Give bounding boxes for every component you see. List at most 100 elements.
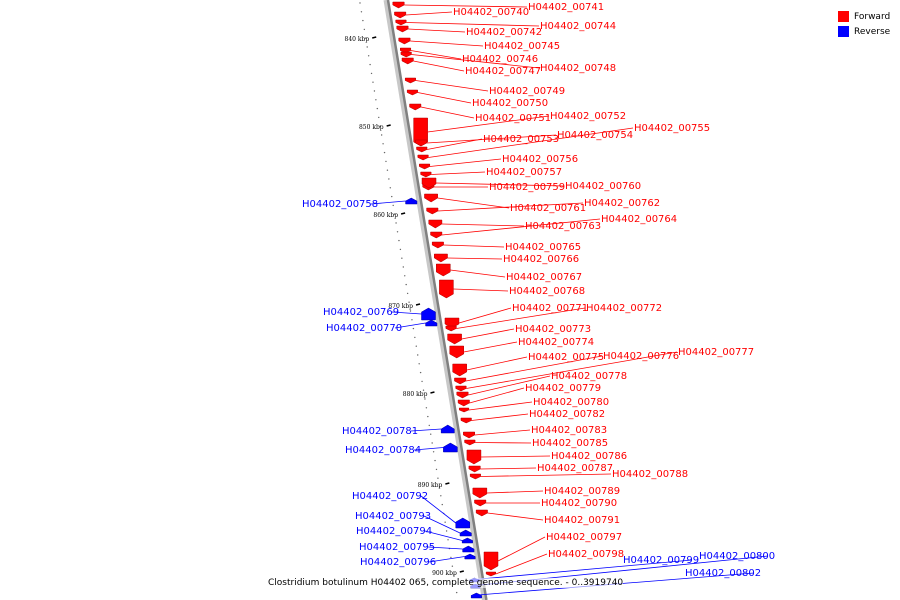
gene-label-h04402-00769[interactable]: H04402_00769 bbox=[323, 307, 399, 318]
gene-glyph-h04402-00779[interactable] bbox=[457, 399, 470, 407]
gene-label-h04402-00800[interactable]: H04402_00800 bbox=[699, 551, 775, 562]
gene-label-h04402-00781[interactable]: H04402_00781 bbox=[342, 426, 418, 437]
gene-glyph-h04402-00802[interactable] bbox=[470, 592, 482, 599]
gene-label-h04402-00756[interactable]: H04402_00756 bbox=[502, 154, 578, 165]
gene-glyph-h04402-00778[interactable] bbox=[456, 391, 469, 399]
gene-glyph-h04402-00790[interactable] bbox=[474, 499, 487, 507]
gene-label-h04402-00774[interactable]: H04402_00774 bbox=[518, 337, 594, 348]
gene-label-h04402-00759[interactable]: H04402_00759 bbox=[489, 182, 565, 193]
gene-label-h04402-00792[interactable]: H04402_00792 bbox=[352, 491, 428, 502]
gene-glyph-h04402-00796[interactable] bbox=[464, 553, 476, 560]
gene-label-h04402-00794[interactable]: H04402_00794 bbox=[356, 526, 432, 537]
gene-label-h04402-00762[interactable]: H04402_00762 bbox=[584, 198, 660, 209]
gene-glyph-h04402-00748[interactable] bbox=[400, 51, 412, 58]
gene-glyph-h04402-00775[interactable] bbox=[452, 363, 467, 377]
gene-glyph-h04402-00788[interactable] bbox=[469, 473, 481, 480]
gene-glyph-h04402-00757[interactable] bbox=[420, 171, 432, 178]
gene-glyph-h04402-00774[interactable] bbox=[449, 345, 464, 359]
gene-glyph-h04402-00740[interactable] bbox=[394, 11, 407, 19]
gene-label-h04402-00799[interactable]: H04402_00799 bbox=[623, 555, 699, 566]
gene-glyph-h04402-00797[interactable] bbox=[483, 551, 499, 571]
gene-glyph-h04402-00762[interactable] bbox=[426, 207, 439, 215]
gene-glyph-h04402-00794[interactable] bbox=[461, 537, 473, 544]
gene-label-h04402-00747[interactable]: H04402_00747 bbox=[465, 66, 541, 77]
gene-label-h04402-00760[interactable]: H04402_00760 bbox=[565, 181, 641, 192]
gene-label-h04402-00745[interactable]: H04402_00745 bbox=[484, 41, 560, 52]
gene-label-h04402-00763[interactable]: H04402_00763 bbox=[525, 221, 601, 232]
gene-label-h04402-00789[interactable]: H04402_00789 bbox=[544, 486, 620, 497]
gene-label-h04402-00749[interactable]: H04402_00749 bbox=[489, 86, 565, 97]
gene-glyph-h04402-00769[interactable] bbox=[421, 307, 436, 321]
gene-label-h04402-00797[interactable]: H04402_00797 bbox=[546, 532, 622, 543]
gene-glyph-h04402-00747[interactable] bbox=[401, 57, 414, 65]
gene-label-h04402-00778[interactable]: H04402_00778 bbox=[551, 371, 627, 382]
gene-glyph-h04402-00745[interactable] bbox=[398, 37, 411, 45]
gene-glyph-h04402-00741[interactable] bbox=[392, 1, 405, 9]
gene-glyph-h04402-00781[interactable] bbox=[440, 424, 455, 434]
gene-glyph-h04402-00770[interactable] bbox=[425, 319, 438, 327]
gene-glyph-h04402-00768[interactable] bbox=[439, 279, 454, 299]
gene-label-h04402-00790[interactable]: H04402_00790 bbox=[541, 498, 617, 509]
gene-label-h04402-00744[interactable]: H04402_00744 bbox=[540, 21, 616, 32]
gene-glyph-h04402-00755[interactable] bbox=[417, 154, 429, 161]
gene-label-h04402-00788[interactable]: H04402_00788 bbox=[612, 469, 688, 480]
gene-label-h04402-00766[interactable]: H04402_00766 bbox=[503, 254, 579, 265]
gene-label-h04402-00775[interactable]: H04402_00775 bbox=[528, 352, 604, 363]
gene-glyph-h04402-00783[interactable] bbox=[463, 431, 475, 439]
gene-glyph-h04402-00742[interactable] bbox=[396, 25, 409, 33]
gene-label-h04402-00771[interactable]: H04402_00771 bbox=[512, 303, 588, 314]
gene-glyph-h04402-00751[interactable] bbox=[409, 103, 422, 111]
gene-glyph-h04402-00792[interactable] bbox=[455, 517, 471, 529]
gene-glyph-h04402-00791[interactable] bbox=[475, 509, 488, 517]
gene-label-h04402-00802[interactable]: H04402_00802 bbox=[685, 568, 761, 579]
gene-glyph-h04402-00754[interactable] bbox=[415, 139, 428, 147]
gene-label-h04402-00742[interactable]: H04402_00742 bbox=[466, 27, 542, 38]
gene-label-h04402-00783[interactable]: H04402_00783 bbox=[531, 425, 607, 436]
gene-label-h04402-00768[interactable]: H04402_00768 bbox=[509, 286, 585, 297]
gene-glyph-h04402-00772[interactable] bbox=[445, 325, 457, 332]
gene-glyph-h04402-00750[interactable] bbox=[406, 89, 418, 96]
gene-glyph-h04402-00784[interactable] bbox=[443, 442, 458, 453]
gene-label-h04402-00793[interactable]: H04402_00793 bbox=[355, 511, 431, 522]
gene-glyph-h04402-00785[interactable] bbox=[464, 439, 476, 446]
gene-label-h04402-00795[interactable]: H04402_00795 bbox=[359, 542, 435, 553]
gene-glyph-h04402-00764[interactable] bbox=[430, 231, 443, 239]
gene-glyph-h04402-00776[interactable] bbox=[454, 377, 467, 385]
gene-label-h04402-00782[interactable]: H04402_00782 bbox=[529, 409, 605, 420]
gene-label-h04402-00785[interactable]: H04402_00785 bbox=[532, 438, 608, 449]
gene-label-h04402-00772[interactable]: H04402_00772 bbox=[586, 303, 662, 314]
gene-glyph-h04402-00782[interactable] bbox=[460, 417, 472, 424]
gene-label-h04402-00773[interactable]: H04402_00773 bbox=[515, 324, 591, 335]
gene-label-h04402-00752[interactable]: H04402_00752 bbox=[550, 111, 626, 122]
gene-glyph-h04402-00780[interactable] bbox=[458, 407, 470, 413]
gene-glyph-h04402-00787[interactable] bbox=[468, 465, 481, 473]
gene-glyph-h04402-00744[interactable] bbox=[395, 19, 407, 26]
gene-glyph-h04402-00777[interactable] bbox=[455, 385, 467, 392]
gene-label-h04402-00764[interactable]: H04402_00764 bbox=[601, 214, 677, 225]
gene-label-h04402-00798[interactable]: H04402_00798 bbox=[548, 549, 624, 560]
gene-label-h04402-00779[interactable]: H04402_00779 bbox=[525, 383, 601, 394]
gene-label-h04402-00753[interactable]: H04402_00753 bbox=[483, 134, 559, 145]
gene-glyph-h04402-00766[interactable] bbox=[434, 253, 448, 263]
gene-glyph-h04402-00795[interactable] bbox=[462, 545, 475, 553]
gene-glyph-h04402-00793[interactable] bbox=[459, 529, 472, 537]
gene-label-h04402-00758[interactable]: H04402_00758 bbox=[302, 199, 378, 210]
gene-label-h04402-00741[interactable]: H04402_00741 bbox=[528, 2, 604, 13]
gene-glyph-h04402-00773[interactable] bbox=[447, 333, 462, 345]
gene-glyph-h04402-00767[interactable] bbox=[436, 263, 451, 277]
gene-glyph-h04402-00753[interactable] bbox=[416, 146, 428, 153]
gene-glyph-h04402-00789[interactable] bbox=[472, 487, 488, 499]
gene-glyph-h04402-00763[interactable] bbox=[428, 219, 443, 229]
gene-glyph-h04402-00761[interactable] bbox=[424, 193, 438, 203]
gene-glyph-h04402-00765[interactable] bbox=[431, 241, 444, 249]
gene-label-h04402-00787[interactable]: H04402_00787 bbox=[537, 463, 613, 474]
gene-label-h04402-00751[interactable]: H04402_00751 bbox=[475, 113, 551, 124]
gene-glyph-h04402-00749[interactable] bbox=[404, 77, 416, 84]
gene-label-h04402-00796[interactable]: H04402_00796 bbox=[360, 557, 436, 568]
gene-label-h04402-00761[interactable]: H04402_00761 bbox=[510, 203, 586, 214]
gene-label-h04402-00748[interactable]: H04402_00748 bbox=[540, 63, 616, 74]
gene-label-h04402-00765[interactable]: H04402_00765 bbox=[505, 242, 581, 253]
gene-glyph-h04402-00760[interactable] bbox=[421, 177, 437, 189]
gene-label-h04402-00767[interactable]: H04402_00767 bbox=[506, 272, 582, 283]
gene-glyph-h04402-00798[interactable] bbox=[485, 571, 496, 577]
